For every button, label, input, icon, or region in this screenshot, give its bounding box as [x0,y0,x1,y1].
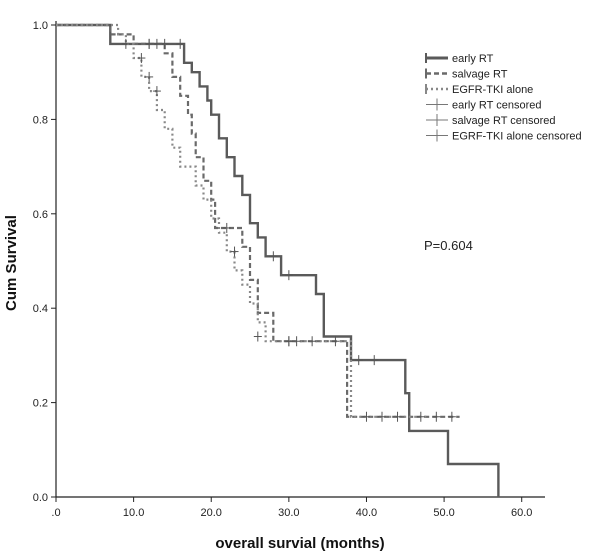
legend-item-2: EGFR-TKI alone [425,84,533,96]
legend-label: salvage RT censored [452,115,556,127]
x-tick-label: 60.0 [511,507,532,519]
y-tick-label: 0.6 [33,209,48,221]
legend-label: EGFR-TKI alone [452,84,533,96]
y-tick-label: 0.4 [33,303,48,315]
censor-mark-0 [370,355,379,366]
legend-item-0: early RT [425,53,494,65]
censor-mark-1 [432,411,441,422]
censor-mark-1 [292,336,301,347]
x-tick-label: 20.0 [201,507,222,519]
legend: early RT salvage RT EGFR-TKI alone early RT… [425,53,582,143]
censor-mark-1 [416,411,425,422]
axes: 0.0 0.2 0.4 0.6 0.8 1.0 .0 10.0 20.0 30.0 40.0 50.0… [33,20,545,519]
legend-item-3: early RT censored [426,98,541,112]
censor-mark-0 [121,38,130,49]
censor-layer [121,38,456,422]
y-tick-label: 0.0 [33,492,48,504]
censor-mark-2 [137,53,146,64]
series-line-2 [56,23,429,418]
censor-mark-0 [160,38,169,49]
y-axis-title: Cum Survival [3,215,20,311]
censor-mark-2 [284,336,293,347]
x-tick-label: 30.0 [278,507,299,519]
x-tick-label: 50.0 [433,507,454,519]
censor-mark-1 [393,411,402,422]
censor-mark-0 [354,355,363,366]
legend-item-4: salvage RT censored [426,114,556,127]
censor-mark-1 [331,336,340,347]
censor-mark-2 [253,331,262,342]
p-value-annotation: P=0.604 [424,238,473,253]
legend-label: salvage RT [452,69,508,81]
legend-label: EGRF-TKI alone censored [452,131,582,143]
censor-mark-1 [145,38,154,49]
legend-item-1: salvage RT [425,68,508,81]
censor-mark-2 [308,336,317,347]
censor-mark-0 [269,251,278,262]
censor-mark-0 [176,38,185,49]
y-tick-label: 0.2 [33,398,48,410]
censor-mark-1 [378,411,386,422]
censor-mark-2 [145,71,154,82]
y-tick-label: 0.8 [33,114,48,126]
y-tick-label: 1.0 [33,20,48,32]
x-tick-label: 10.0 [123,507,144,519]
censor-mark-1 [152,38,161,49]
x-tick-label: .0 [51,507,60,519]
x-axis-title: overall survial (months) [215,535,384,552]
series-line-1 [56,23,460,418]
censor-mark-1 [222,222,231,233]
censor-mark-1 [362,411,371,422]
censor-mark-0 [284,270,293,281]
legend-label: early RT censored [452,100,541,112]
x-tick-label: 40.0 [356,507,377,519]
censor-mark-2 [230,246,239,257]
legend-item-5: EGRF-TKI alone censored [426,129,582,143]
censor-mark-1 [447,411,456,422]
series-line-0 [56,23,500,497]
series-layer [56,23,500,497]
legend-label: early RT [452,53,494,65]
censor-mark-2 [152,86,161,97]
